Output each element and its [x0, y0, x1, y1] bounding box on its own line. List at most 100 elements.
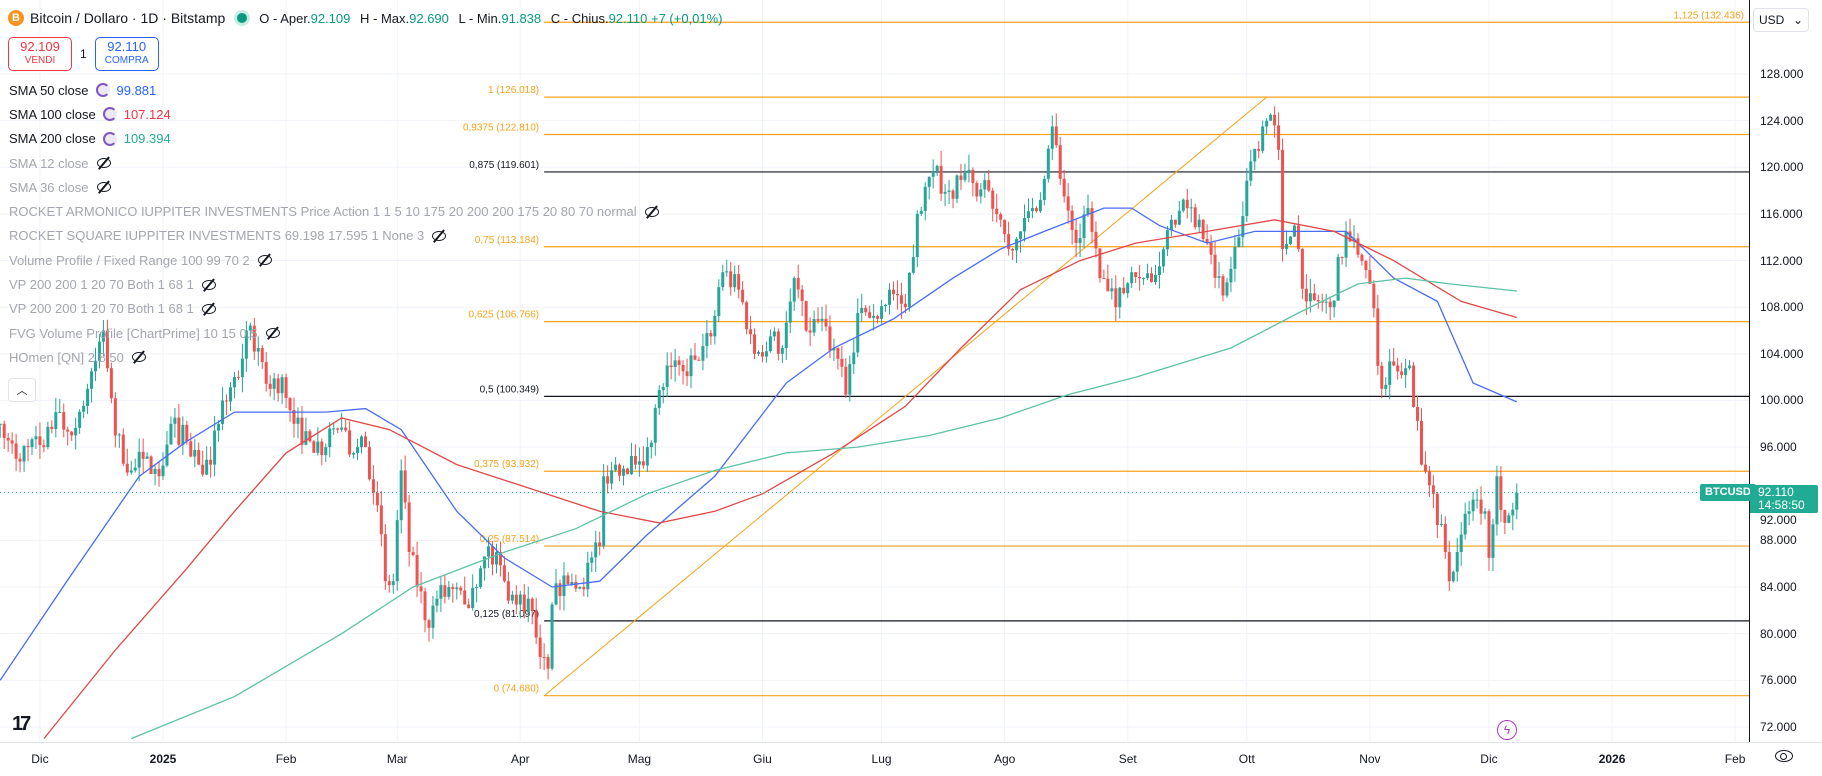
candle-body: [427, 620, 431, 628]
hidden-eye-icon[interactable]: [131, 351, 147, 363]
candle-body: [399, 470, 403, 521]
candle-body: [808, 330, 812, 333]
candle-body: [1396, 365, 1400, 372]
candle-body: [1237, 237, 1241, 248]
candle-body: [717, 287, 721, 317]
candle-body: [1054, 126, 1058, 146]
symbol-title[interactable]: Bitcoin / Dollaro · 1D · Bitstamp: [30, 10, 226, 26]
candle-body: [574, 581, 578, 589]
legend-item[interactable]: ROCKET SQUARE IUPPITER INVESTMENTS 69.19…: [9, 224, 660, 248]
fib-level-label: 0,875 (119.601): [469, 160, 539, 171]
candle-body: [618, 464, 622, 476]
open-value: 92.109: [310, 10, 351, 26]
candle-body: [1380, 365, 1384, 389]
hidden-eye-icon[interactable]: [96, 181, 112, 193]
candle-body: [411, 552, 415, 556]
candle-body: [868, 312, 872, 318]
moving-average-line: [43, 219, 1517, 740]
candle-body: [610, 470, 614, 484]
candle-body: [260, 348, 264, 363]
moving-average-line: [130, 277, 1517, 740]
legend-item[interactable]: SMA 200 close 109.394: [9, 127, 660, 151]
candle-body: [90, 371, 94, 389]
candle-body: [1447, 552, 1451, 582]
candle-body: [129, 470, 133, 473]
candle-body: [987, 180, 991, 191]
candle-body: [0, 423, 2, 425]
buy-button[interactable]: 92.110 COMPRA: [94, 37, 159, 71]
price-axis[interactable]: 128.000 124.000 120.000 116.000 112.000 108.0…: [1750, 0, 1822, 742]
candle-body: [304, 431, 308, 445]
legend-item[interactable]: SMA 100 close 107.124: [9, 102, 660, 126]
candle-body: [907, 272, 911, 308]
candle-body: [1126, 283, 1130, 294]
collapse-legend-button[interactable]: ︿: [8, 378, 36, 402]
hidden-eye-icon[interactable]: [257, 254, 273, 266]
hidden-eye-icon[interactable]: [201, 279, 217, 291]
candle-body: [590, 557, 594, 563]
candle-body: [348, 430, 352, 455]
candle-body: [895, 293, 899, 296]
currency-selector[interactable]: USD ⌄: [1753, 8, 1809, 32]
candle-body: [510, 594, 514, 601]
legend-item[interactable]: ROCKET ARMONICO IUPPITER INVESTMENTS Pri…: [9, 199, 660, 223]
candle-body: [1408, 365, 1412, 369]
legend-item[interactable]: FVG Volume Profile [ChartPrime] 10 15 0.…: [9, 321, 660, 345]
candle-body: [1058, 145, 1062, 179]
candle-body: [264, 362, 268, 384]
hidden-eye-icon[interactable]: [201, 303, 217, 315]
sell-button[interactable]: 92.109 VENDI: [8, 37, 72, 71]
legend-item[interactable]: HOmen [QN] 2,8 50: [9, 345, 660, 369]
candle-body: [256, 348, 260, 352]
candle-body: [1372, 283, 1376, 309]
candle-body: [149, 456, 153, 474]
legend-item[interactable]: SMA 50 close 99.881: [9, 78, 660, 102]
candle-body: [852, 352, 856, 365]
hidden-eye-icon[interactable]: [265, 327, 281, 339]
legend-item[interactable]: SMA 36 close: [9, 175, 660, 199]
time-axis[interactable]: Dic 2025 Feb Mar Apr Mag Giu Lug Ago Set Ott Nov Dic…: [0, 742, 1750, 776]
time-tick-label: Ago: [993, 752, 1016, 766]
fib-level-label: 1 (126.018): [488, 85, 539, 96]
candle-body: [705, 333, 709, 347]
legend-item[interactable]: VP 200 200 1 20 70 Both 1 68 1: [9, 297, 660, 321]
candle-body: [1495, 476, 1499, 525]
hidden-eye-icon[interactable]: [644, 206, 660, 218]
low-label: L - Min.: [458, 10, 502, 26]
price-tick-label: 72.000: [1760, 719, 1797, 734]
chart-settings-eye-icon[interactable]: [1775, 750, 1793, 762]
candle-body: [1384, 384, 1388, 389]
candle-body: [487, 546, 491, 557]
candle-body: [598, 542, 602, 547]
legend-item[interactable]: SMA 12 close: [9, 151, 660, 175]
hidden-eye-icon[interactable]: [96, 157, 112, 169]
candle-body: [1483, 511, 1487, 514]
candle-body: [991, 190, 995, 209]
current-price-tag: 92.110 14:58:50: [1750, 485, 1818, 514]
candle-body: [1209, 242, 1213, 255]
hidden-eye-icon[interactable]: [431, 230, 447, 242]
candle-body: [550, 604, 554, 669]
candle-body: [1312, 293, 1316, 300]
legend-item[interactable]: VP 200 200 1 20 70 Both 1 68 1: [9, 272, 660, 296]
candle-body: [1388, 361, 1392, 385]
tradingview-logo-icon[interactable]: 17: [12, 713, 31, 735]
candle-body: [800, 289, 804, 302]
lightning-icon[interactable]: ϟ: [1497, 720, 1517, 740]
candle-body: [459, 587, 463, 591]
candle-body: [784, 322, 788, 349]
candle-body: [217, 423, 221, 431]
candle-body: [1142, 278, 1146, 280]
candle-body: [113, 398, 117, 436]
candle-body: [1404, 368, 1408, 376]
candle-body: [963, 173, 967, 180]
low-value: 91.838: [501, 10, 542, 26]
candle-body: [844, 366, 848, 395]
candle-body: [193, 449, 197, 457]
candle-body: [439, 585, 443, 599]
legend-item[interactable]: Volume Profile / Fixed Range 100 99 70 2: [9, 248, 660, 272]
candle-body: [431, 605, 435, 628]
candle-body: [1376, 308, 1380, 366]
candle-body: [1078, 238, 1082, 244]
